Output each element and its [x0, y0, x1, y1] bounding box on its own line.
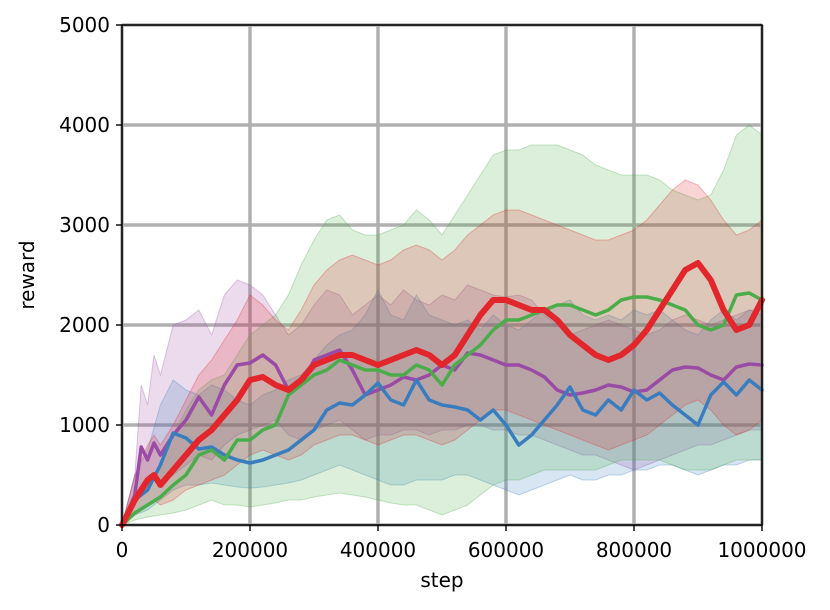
series-3-line [119, 260, 765, 528]
confidence-bands [120, 124, 763, 527]
x-tick-label: 200000 [212, 538, 288, 562]
y-tick-label: 5000 [59, 13, 110, 37]
y-tick-label: 4000 [59, 113, 110, 137]
series-2-line [120, 291, 764, 527]
y-axis-label: reward [15, 240, 39, 309]
gridlines [120, 23, 764, 527]
x-tick-label: 600000 [468, 538, 544, 562]
plot-frame [121, 24, 763, 526]
y-tick-label: 1000 [59, 413, 110, 437]
series-0-line [120, 348, 764, 527]
x-tick-label: 1000000 [717, 538, 806, 562]
x-tick-label: 0 [116, 538, 129, 562]
y-tick-label: 3000 [59, 213, 110, 237]
y-tick-label: 0 [97, 513, 110, 537]
x-axis-label: step [420, 568, 463, 592]
series-lines [119, 260, 765, 528]
y-tick-label: 2000 [59, 313, 110, 337]
x-tick-label: 800000 [596, 538, 672, 562]
x-tick-label: 400000 [340, 538, 416, 562]
axis-ticks: 0 200000 400000 600000 800000 1000000 0 1000 200… [59, 13, 806, 562]
series-1-line [120, 378, 764, 527]
